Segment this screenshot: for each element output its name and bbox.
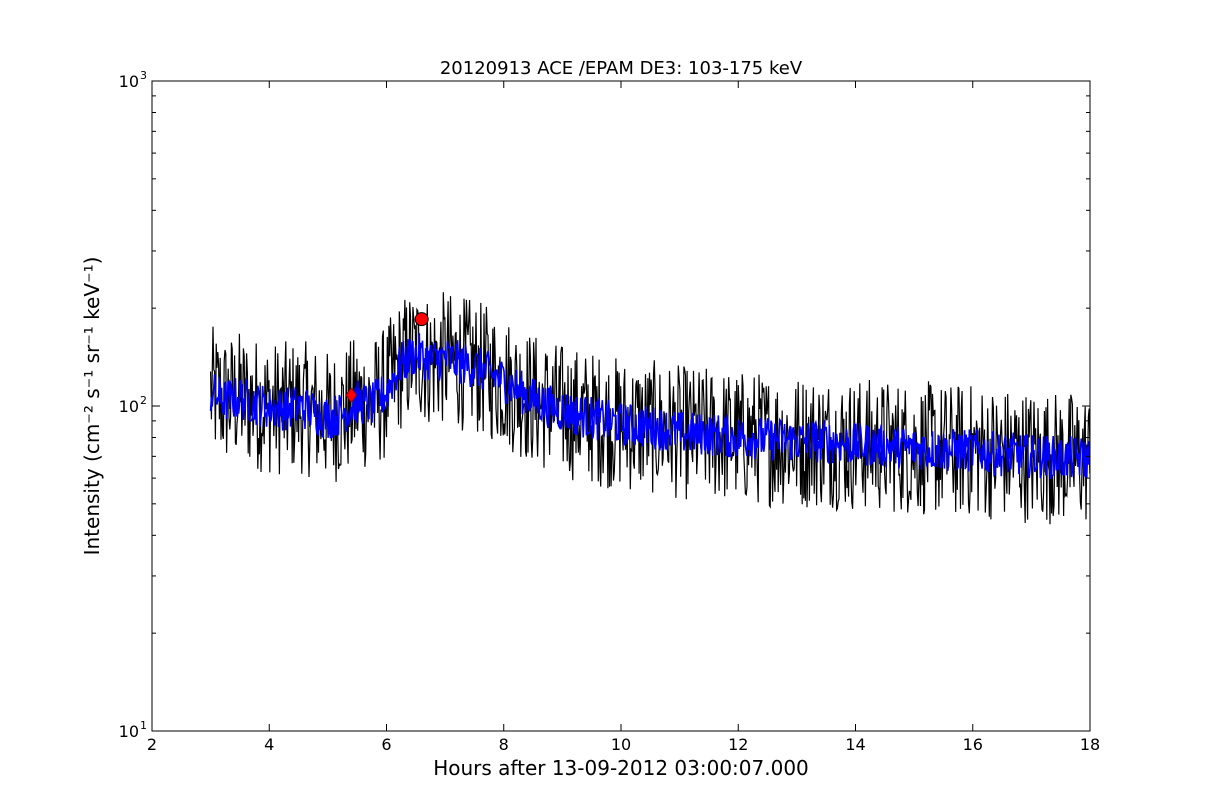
x-tick-label: 10	[611, 735, 631, 754]
marker-circle	[414, 312, 429, 327]
x-tick-label: 8	[499, 735, 509, 754]
y-axis-label: Intensity (cm⁻² s⁻¹ sr⁻¹ keV⁻¹)	[80, 257, 104, 556]
plot-area	[209, 292, 1090, 525]
x-tick-label: 6	[381, 735, 391, 754]
x-tick-label: 12	[728, 735, 748, 754]
y-tick-label: 10	[119, 72, 139, 91]
x-tick-label: 16	[963, 735, 983, 754]
y-tick-exponent: 3	[140, 69, 147, 82]
x-axis-label: Hours after 13-09-2012 03:00:07.000	[433, 756, 809, 780]
marker-diamond	[345, 387, 357, 403]
y-tick-exponent: 1	[140, 719, 147, 732]
x-tick-label: 14	[845, 735, 865, 754]
x-tick-label: 4	[264, 735, 274, 754]
y-tick-label: 10	[119, 397, 139, 416]
plot-frame	[151, 80, 1091, 732]
y-tick-label: 10	[119, 722, 139, 741]
x-tick-label: 18	[1080, 735, 1100, 754]
series-line-2	[209, 333, 1090, 480]
y-tick-exponent: 2	[140, 394, 147, 407]
chart-title: 20120913 ACE /EPAM DE3: 103-175 keV	[440, 58, 803, 79]
x-tick-label: 2	[147, 735, 157, 754]
